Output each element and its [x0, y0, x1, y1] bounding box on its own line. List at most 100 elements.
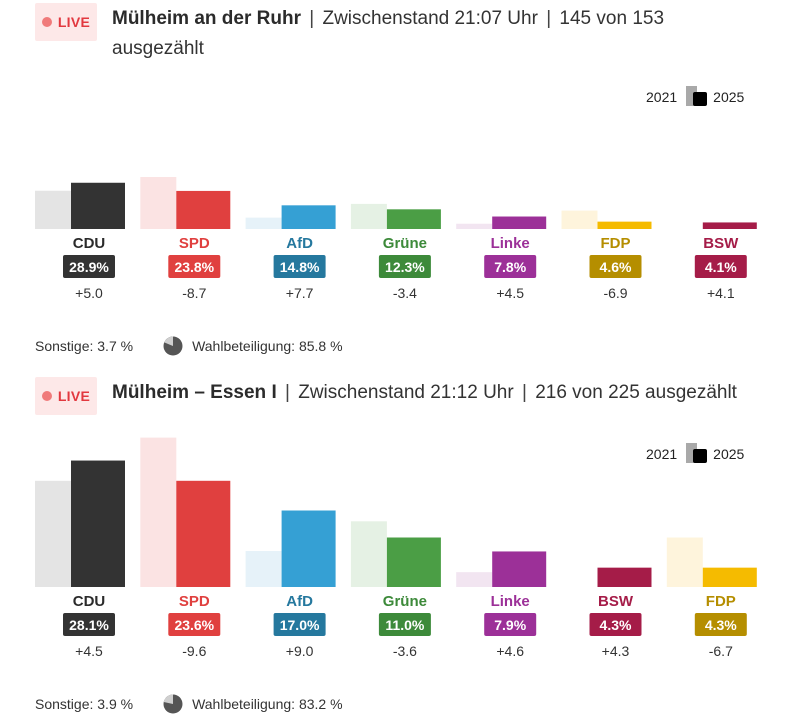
value-label: 7.9%	[494, 617, 526, 633]
diff-label: +9.0	[286, 643, 314, 659]
bar-2021-3	[350, 203, 387, 229]
turnout-pie-icon	[163, 336, 183, 356]
value-badge	[168, 255, 221, 278]
diff-label: +4.5	[75, 643, 103, 659]
place-name: Mülheim – Essen I	[112, 382, 277, 403]
diff-label: -6.7	[709, 643, 733, 659]
value-label: 4.3%	[600, 617, 632, 633]
live-badge: LIVE	[35, 377, 97, 415]
bar-2025-2	[281, 205, 336, 229]
value-badge	[378, 613, 431, 636]
bar-chart: CDU 28.1% +4.5 SPD 23.6% -9.6 AfD 17.0% +9.0 Grün…	[35, 437, 757, 659]
value-badge	[63, 255, 115, 278]
count-text-cont: ausgezählt	[112, 38, 204, 59]
live-label: LIVE	[57, 388, 91, 404]
party-label: Linke	[491, 593, 530, 610]
live-dot-icon	[41, 391, 52, 401]
diff-label: -9.6	[182, 643, 206, 659]
bar-2021-2	[245, 217, 282, 229]
bar-2025-6	[702, 222, 757, 229]
value-label: 11.0%	[385, 617, 424, 633]
diff-label: +7.7	[286, 285, 314, 301]
party-label: Linke	[491, 235, 530, 252]
value-badge	[273, 255, 326, 278]
separator: |	[285, 382, 290, 403]
diff-label: -8.7	[182, 285, 206, 301]
legend-curr-year: 2025	[713, 89, 745, 105]
value-label: 12.3%	[385, 259, 425, 275]
bar-2021-0	[35, 190, 71, 229]
diff-label: -3.4	[393, 285, 417, 301]
diff-label: -3.6	[393, 643, 417, 659]
bar-2025-4	[492, 216, 547, 229]
party-label: Grüne	[383, 593, 427, 610]
diff-label: +4.5	[496, 285, 524, 301]
value-label: 4.3%	[705, 617, 737, 633]
bar-2021-5	[561, 210, 598, 229]
bar-2025-1	[176, 480, 231, 587]
party-label: BSW	[598, 593, 634, 610]
value-label: 4.1%	[705, 259, 737, 275]
bar-2025-5	[597, 221, 652, 229]
party-label: SPD	[179, 593, 210, 610]
party-label: FDP	[706, 593, 736, 610]
value-label: 17.0%	[280, 617, 320, 633]
live-dot-icon	[41, 17, 52, 27]
party-label: BSW	[703, 235, 739, 252]
diff-label: +4.1	[707, 285, 735, 301]
party-label: CDU	[73, 235, 106, 252]
legend-bars-icon	[683, 443, 711, 465]
status-text: Zwischenstand 21:07 Uhr	[322, 8, 538, 29]
value-label: 23.8%	[174, 259, 214, 275]
value-badge	[589, 255, 642, 278]
count-text: 216 von 225 ausgezählt	[535, 382, 737, 403]
bar-2025-2	[281, 510, 336, 587]
result-section-2: LIVE Mülheim – Essen I | Zwischenstand 2…	[0, 365, 797, 720]
separator: |	[309, 8, 315, 29]
live-label: LIVE	[57, 14, 91, 30]
bar-2025-3	[386, 537, 441, 587]
result-section-1: LIVE Mülheim an der Ruhr | Zwischenstand…	[35, 3, 757, 356]
bar-chart: CDU 28.9% +5.0 SPD 23.8% -8.7 AfD 14.8% +7.7 Grün…	[35, 177, 757, 301]
legend-bars-icon	[683, 86, 711, 108]
bar-2021-4	[456, 572, 493, 587]
value-label: 14.8%	[280, 259, 320, 275]
chart-footer: Sonstige: 3.9 % Wahlbeteiligung: 83.2 %	[35, 694, 343, 714]
value-label: 4.6%	[600, 259, 632, 275]
bar-2025-5	[597, 567, 652, 587]
turnout-pie-icon	[163, 694, 183, 714]
sonstige-text: Sonstige: 3.9 %	[35, 696, 134, 712]
value-label: 28.1%	[69, 617, 109, 633]
party-label: CDU	[73, 593, 106, 610]
chart-legend: 2021 2025	[646, 443, 744, 465]
value-label: 7.8%	[494, 259, 526, 275]
value-badge	[484, 255, 537, 278]
value-badge	[484, 613, 537, 636]
chart-legend: 2021 2025	[646, 86, 744, 108]
bar-2021-6	[666, 537, 703, 587]
value-badge	[378, 255, 431, 278]
sonstige-text: Sonstige: 3.7 %	[35, 338, 134, 354]
count-text: 145 von 153	[559, 8, 665, 29]
section-title: Mülheim an der Ruhr | Zwischenstand 21:0…	[112, 4, 664, 64]
value-badge	[694, 255, 747, 278]
chart-footer: Sonstige: 3.7 % Wahlbeteiligung: 85.8 %	[35, 336, 343, 356]
legend-prev-year: 2021	[646, 446, 678, 462]
bar-2025-1	[176, 190, 231, 229]
party-label: AfD	[286, 235, 313, 252]
separator: |	[521, 382, 527, 403]
party-label: SPD	[179, 235, 210, 252]
legend-prev-year: 2021	[646, 89, 678, 105]
value-badge	[63, 613, 115, 636]
value-label: 23.6%	[174, 617, 214, 633]
section-title: Mülheim – Essen I | Zwischenstand 21:12 …	[112, 378, 737, 408]
bar-2025-0	[71, 182, 125, 229]
value-badge	[168, 613, 221, 636]
live-badge: LIVE	[35, 3, 97, 41]
separator: |	[546, 8, 552, 29]
bar-2025-0	[71, 460, 125, 587]
diff-label: +4.6	[496, 643, 524, 659]
bar-2021-3	[350, 521, 387, 587]
value-badge	[589, 613, 642, 636]
status-text: Zwischenstand 21:12 Uhr	[298, 382, 514, 403]
